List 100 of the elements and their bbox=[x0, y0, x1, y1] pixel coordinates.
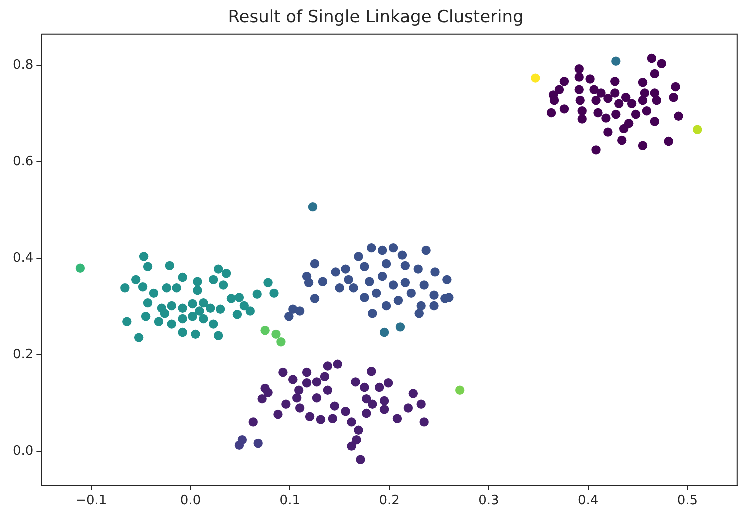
point bbox=[351, 378, 360, 387]
point bbox=[420, 418, 429, 427]
point bbox=[372, 288, 382, 298]
point bbox=[134, 333, 144, 342]
point bbox=[310, 259, 320, 269]
point bbox=[638, 141, 648, 150]
point bbox=[384, 378, 394, 388]
point bbox=[218, 280, 228, 290]
point bbox=[627, 99, 637, 108]
point bbox=[382, 259, 392, 269]
point bbox=[143, 262, 153, 272]
point bbox=[408, 389, 418, 398]
point bbox=[416, 301, 426, 311]
point bbox=[394, 296, 404, 306]
y-tick-label: 0.6 bbox=[12, 154, 34, 170]
point bbox=[347, 418, 356, 427]
point bbox=[576, 96, 585, 106]
point bbox=[664, 136, 674, 146]
point bbox=[160, 309, 170, 318]
point bbox=[392, 414, 402, 424]
point bbox=[165, 261, 174, 271]
point bbox=[274, 410, 283, 420]
point bbox=[341, 264, 350, 274]
point bbox=[578, 114, 587, 124]
point bbox=[167, 320, 176, 329]
point bbox=[638, 96, 648, 106]
point bbox=[693, 125, 702, 135]
point bbox=[209, 275, 218, 285]
point bbox=[671, 82, 680, 92]
point bbox=[295, 404, 305, 413]
point bbox=[264, 388, 273, 398]
point bbox=[199, 298, 208, 308]
point bbox=[312, 393, 322, 403]
point bbox=[252, 290, 262, 299]
point bbox=[602, 114, 611, 123]
point bbox=[414, 309, 424, 318]
point bbox=[378, 246, 388, 256]
point bbox=[365, 277, 374, 286]
point bbox=[278, 368, 288, 378]
point bbox=[618, 136, 627, 146]
point bbox=[400, 278, 410, 288]
point bbox=[188, 312, 198, 322]
point bbox=[260, 326, 270, 336]
point bbox=[143, 298, 153, 308]
point bbox=[209, 320, 218, 329]
point bbox=[305, 412, 315, 422]
point bbox=[272, 330, 281, 340]
point bbox=[354, 426, 364, 436]
y-tick-label: 0.8 bbox=[12, 58, 34, 74]
point bbox=[328, 414, 338, 424]
point bbox=[378, 272, 388, 282]
point bbox=[122, 317, 132, 326]
point bbox=[188, 299, 198, 309]
point bbox=[214, 331, 224, 340]
point bbox=[302, 368, 312, 378]
point bbox=[178, 328, 188, 338]
point bbox=[554, 85, 564, 94]
point bbox=[354, 252, 364, 262]
point bbox=[193, 286, 202, 296]
point bbox=[550, 96, 560, 106]
point bbox=[304, 278, 314, 288]
point bbox=[416, 400, 426, 409]
point bbox=[420, 280, 429, 290]
point bbox=[248, 418, 258, 427]
point bbox=[284, 312, 294, 322]
point bbox=[308, 202, 318, 212]
point bbox=[586, 74, 595, 84]
point bbox=[226, 294, 236, 304]
point bbox=[295, 306, 305, 316]
point bbox=[76, 264, 86, 273]
point bbox=[120, 284, 130, 293]
point bbox=[604, 94, 613, 104]
point bbox=[349, 284, 358, 293]
point bbox=[331, 268, 340, 277]
point bbox=[172, 284, 182, 293]
x-tick-label: 0.0 bbox=[180, 494, 202, 509]
point bbox=[178, 272, 188, 282]
x-tick-label: 0.4 bbox=[578, 494, 599, 509]
point bbox=[430, 290, 439, 300]
point bbox=[574, 72, 584, 82]
point bbox=[258, 394, 267, 404]
point bbox=[312, 378, 322, 387]
point bbox=[590, 85, 599, 94]
point bbox=[141, 312, 151, 322]
point bbox=[380, 396, 390, 406]
point bbox=[368, 309, 378, 318]
point bbox=[574, 85, 584, 94]
point bbox=[560, 104, 570, 114]
point bbox=[288, 375, 298, 384]
point bbox=[162, 284, 172, 293]
x-tick-label: −0.1 bbox=[76, 494, 108, 509]
point bbox=[574, 64, 584, 74]
point bbox=[167, 301, 176, 311]
point bbox=[320, 372, 330, 382]
point bbox=[149, 288, 159, 298]
point bbox=[254, 438, 263, 448]
point bbox=[638, 78, 648, 88]
point bbox=[264, 278, 273, 288]
point bbox=[592, 146, 601, 155]
point bbox=[612, 56, 621, 66]
